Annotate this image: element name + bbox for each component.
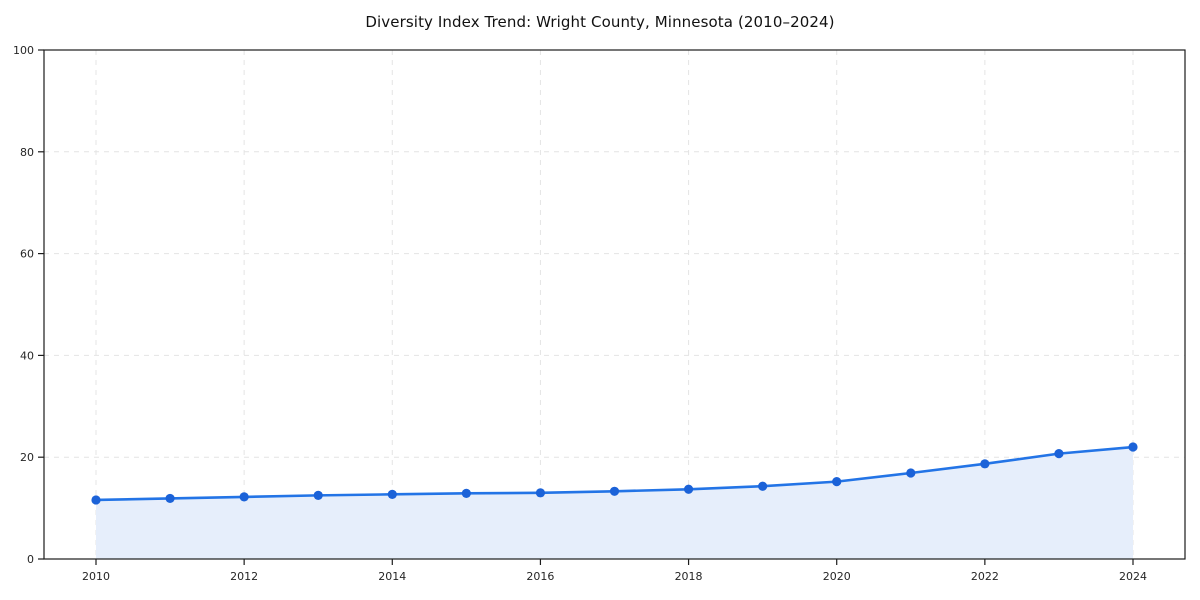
- data-point: [387, 489, 397, 499]
- x-axis-tick-label: 2018: [675, 570, 703, 583]
- x-axis-tick-label: 2014: [378, 570, 406, 583]
- y-axis-tick-label: 80: [20, 146, 34, 159]
- y-axis-tick-label: 100: [13, 44, 34, 57]
- data-point: [980, 459, 990, 469]
- data-point: [683, 484, 694, 494]
- data-point: [758, 481, 768, 491]
- data-point: [609, 486, 620, 496]
- data-point: [832, 477, 842, 487]
- x-axis-tick-label: 2024: [1119, 570, 1147, 583]
- x-axis-tick-label: 2022: [971, 570, 999, 583]
- y-axis-tick-label: 0: [27, 553, 34, 566]
- area-fill: [96, 447, 1133, 559]
- x-axis-tick-label: 2010: [82, 570, 110, 583]
- data-point: [239, 492, 249, 502]
- x-axis-tick-label: 2016: [526, 570, 554, 583]
- data-point: [1128, 442, 1138, 452]
- data-point: [91, 495, 101, 505]
- y-axis-tick-label: 40: [20, 349, 34, 362]
- plot-border: [43, 49, 1186, 560]
- chart-title: Diversity Index Trend: Wright County, Mi…: [365, 13, 835, 31]
- y-axis-tick-label: 60: [20, 248, 34, 261]
- data-point: [165, 493, 175, 504]
- x-axis-tick-label: 2012: [230, 570, 258, 583]
- data-point: [313, 490, 323, 500]
- data-point: [535, 488, 546, 498]
- data-point: [1054, 449, 1064, 459]
- x-axis-tick-label: 2020: [823, 570, 851, 583]
- y-axis-tick-label: 20: [20, 451, 34, 464]
- data-point: [461, 488, 471, 498]
- data-point: [906, 468, 916, 478]
